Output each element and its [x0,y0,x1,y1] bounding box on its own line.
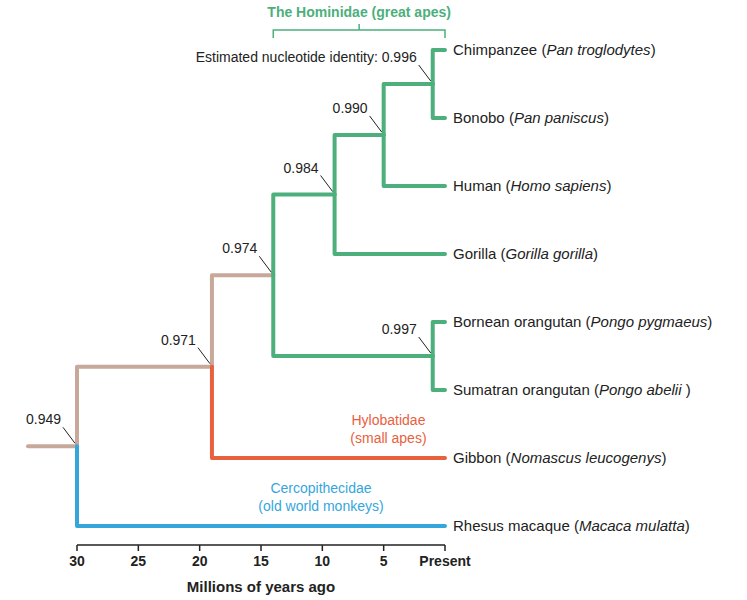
leaf-label: Bonobo (Pan paniscus) [453,109,609,126]
identity-leader [370,116,382,132]
leaf-tail: ) [682,381,691,398]
x-tick-label: 30 [69,553,85,569]
leaf-label: Chimpanzee (Pan troglodytes) [453,41,656,58]
leaf-common: Human ( [453,177,511,194]
leaf-tail: ) [593,245,598,262]
x-tick-label: 5 [380,553,388,569]
identity-label: 0.974 [222,240,257,256]
identity-label: 0.997 [382,321,417,337]
leaf-common: Gorilla ( [453,245,506,262]
leaf-common: Bonobo ( [453,109,514,126]
identity-value: 0.990 [333,100,368,116]
x-tick-label: 10 [315,553,331,569]
x-axis: 30 25 20 15 10 5 Present Millions of years ago [69,545,471,595]
leaf-label: Rhesus macaque (Macaca mulatta) [453,517,690,534]
leaf-common: Gibbon ( [453,449,511,466]
branch [77,367,212,447]
leaf-label: Sumatran orangutan (Pongo abelii ) [453,381,691,398]
identity-leader [419,337,431,353]
branch [335,195,445,255]
clade-label: Hylobatidae [351,412,425,428]
chart: 0.949 0.971 0.974 The Hominidae (great apes… [0,0,747,600]
identity-value: 0.996 [382,49,417,65]
identity-label: 0.949 [26,411,61,427]
identity-value: 0.949 [26,411,61,427]
leaf-common: Rhesus macaque ( [453,517,579,534]
leaf-species: Nomascus leucogenys [511,449,662,466]
leaf-common: Bornean orangutan ( [453,313,591,330]
identity-value: 0.997 [382,321,417,337]
identity-value: 0.971 [161,332,196,348]
x-tick [199,545,201,551]
branch [384,84,433,135]
branch [212,275,273,366]
root-stem [28,444,77,448]
leaf-tail: ) [661,449,666,466]
identity-value: 0.984 [284,160,319,176]
x-axis-title: Millions of years ago [187,578,335,595]
labels: 0.949 0.971 0.974 The Hominidae (great apes… [26,4,712,534]
leaf-species: Pan paniscus [514,109,605,126]
leaf-label: Bornean orangutan (Pongo pygmaeus) [453,313,712,330]
branch [273,275,432,356]
leaf-species: Homo sapiens [511,177,607,194]
branch [384,135,445,186]
leaf-label: Human (Homo sapiens) [453,177,611,194]
branch [335,135,384,195]
identity-label: 0.984 [284,160,319,176]
x-tick-label: Present [419,553,471,569]
clade-bracket [273,24,445,38]
leaf-tail: ) [707,313,712,330]
leaf-tail: ) [685,517,690,534]
clade-label: Cercopithecidae [270,480,371,496]
identity-leader [198,348,210,364]
x-tick [138,545,140,551]
identity-label: 0.971 [161,332,196,348]
identity-leader [321,176,333,192]
leaf-species: Pongo abelii [599,381,682,398]
identity-prefix: Estimated nucleotide identity: [196,49,382,65]
branch [273,195,334,276]
leaf-species: Pongo pygmaeus [591,313,708,330]
leaf-species: Macaca mulatta [579,517,685,534]
identity-leader [63,427,75,443]
identity-leader [259,256,271,272]
leaf-common: Sumatran orangutan ( [453,381,599,398]
leaf-tail: ) [651,41,656,58]
clade-label: (old world monkeys) [258,498,383,514]
leaf-tail: ) [604,109,609,126]
leaf-label: Gorilla (Gorilla gorilla) [453,245,598,262]
branch [212,367,445,458]
x-tick [444,545,446,551]
identity-leader [419,65,431,81]
x-tick [260,545,262,551]
leaf-species: Pan troglodytes [546,41,651,58]
identity-value: 0.974 [222,240,257,256]
leaf-label: Gibbon (Nomascus leucogenys) [453,449,666,466]
branch [433,322,445,356]
x-tick-label: 25 [131,553,147,569]
leaf-common: Chimpanzee ( [453,41,546,58]
branch [433,84,445,118]
leaf-species: Gorilla gorilla [506,245,594,262]
x-tick [383,545,385,551]
x-tick-label: 20 [192,553,208,569]
x-tick [322,545,324,551]
clade-label: The Hominidae (great apes) [267,4,451,20]
leaf-tail: ) [606,177,611,194]
x-tick-label: 15 [253,553,269,569]
x-tick [76,545,78,551]
branches [77,50,445,526]
identity-label: 0.990 [333,100,368,116]
identity-label: Estimated nucleotide identity: 0.996 [196,49,417,65]
branch [433,50,445,84]
clade-label: (small apes) [350,430,426,446]
branch [433,356,445,390]
branch [77,446,445,526]
